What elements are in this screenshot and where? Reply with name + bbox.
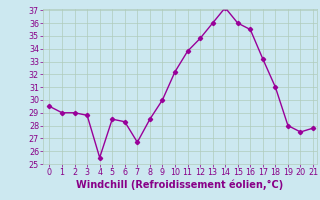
X-axis label: Windchill (Refroidissement éolien,°C): Windchill (Refroidissement éolien,°C) <box>76 180 284 190</box>
